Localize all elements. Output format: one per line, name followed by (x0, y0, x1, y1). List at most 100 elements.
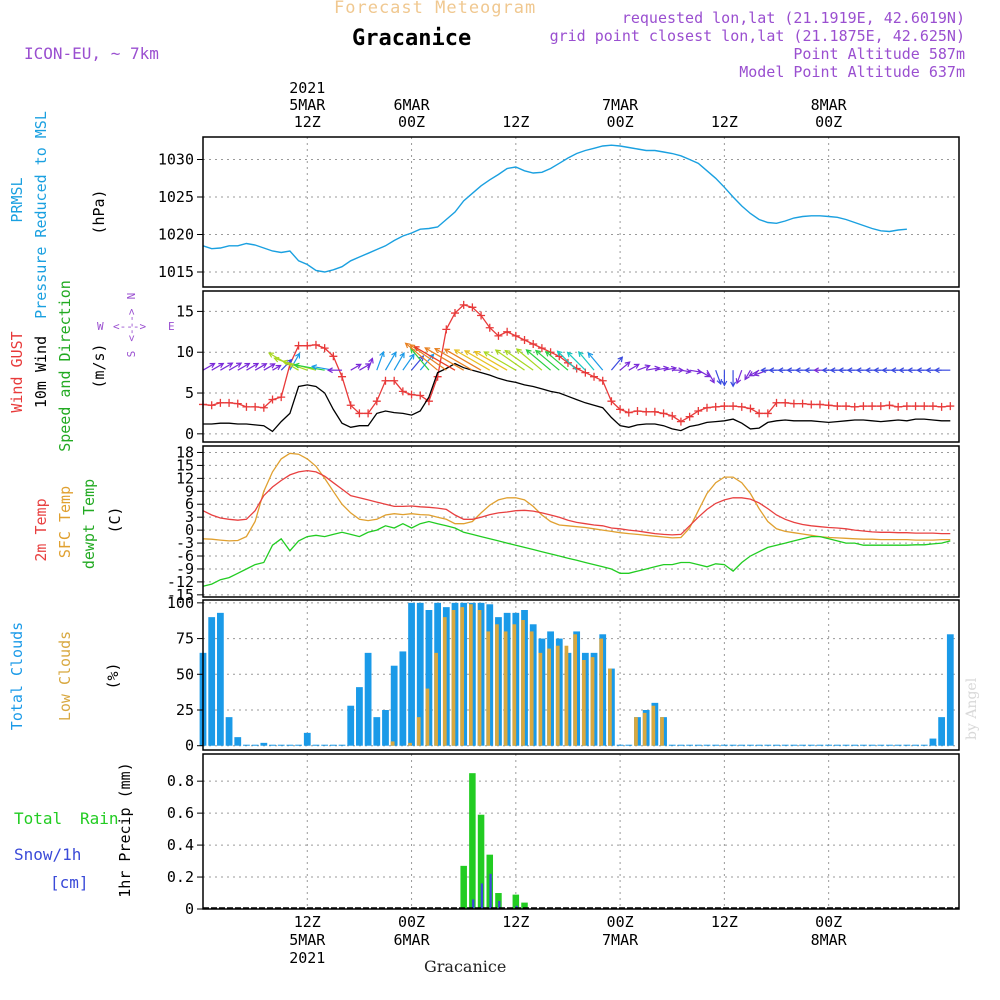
wind-gust-marker (477, 311, 486, 320)
y-tick-label: 0 (185, 425, 194, 443)
model-altitude: Model Point Altitude 637m (739, 63, 965, 81)
wind-arrow-head (716, 379, 723, 386)
wind-arrow-head (617, 356, 624, 363)
wind-arrow-shaft (414, 346, 456, 371)
time-label-bottom: 8MAR (811, 931, 848, 949)
wind-arrow-head (268, 352, 275, 358)
wind-arrow-shaft (454, 349, 491, 371)
time-label-top: 00Z (815, 113, 842, 131)
low-clouds-bar (503, 631, 508, 746)
y-tick-label: 1015 (158, 263, 194, 281)
wind-arrow-shaft (646, 367, 660, 371)
wind-arrow-head (803, 367, 810, 374)
grid-layer (203, 137, 959, 910)
wind-arrow-head (269, 363, 276, 369)
wind-gust-marker (407, 390, 416, 399)
total-clouds-bar (425, 610, 433, 746)
total-clouds-bar (216, 612, 224, 746)
wind-arrow-head (829, 367, 836, 374)
grid-point: grid point closest lon,lat (21.1875E, 42… (549, 27, 965, 45)
total-clouds-bar (712, 744, 720, 746)
dewpoint-line (202, 520, 951, 587)
wind-gust-marker (416, 391, 425, 400)
y-tick-label: 0.6 (167, 804, 194, 822)
y-tick-label: 15 (176, 456, 194, 474)
total-clouds-bar (668, 744, 676, 746)
total-clouds-bar (920, 744, 928, 746)
wind-arrow-head (846, 367, 853, 374)
wind-gust-marker (633, 406, 642, 415)
low-clouds-bar (486, 631, 491, 746)
low-clouds-bar (477, 610, 482, 746)
time-label-bottom: 00Z (815, 913, 842, 931)
wind-arrow-head (473, 350, 480, 357)
wind-arrow-head (326, 367, 333, 374)
wind-arrow-shaft (350, 363, 362, 371)
wind-arrow-head (813, 367, 819, 374)
wind-arrow-head (624, 361, 631, 368)
wind-arrow-head (753, 370, 760, 377)
wind-arrow-shaft (535, 350, 560, 371)
time-label-top: 00Z (607, 113, 634, 131)
wind-arrow-shaft (557, 350, 578, 371)
total-clouds-bar (790, 744, 798, 746)
wind-gust-marker (685, 412, 694, 421)
snow-unit-label: [cm] (50, 873, 89, 892)
wind-gust-marker (807, 400, 816, 409)
wind-arrow-head (556, 350, 563, 357)
total-clouds-bar (356, 687, 363, 746)
wind-arrow-head (735, 378, 742, 385)
wind-arrow-head (916, 367, 922, 374)
total-clouds-bar (347, 705, 355, 746)
wind-gust-marker (390, 376, 399, 385)
y-tick-label: 0 (185, 737, 194, 755)
y-tick-label: 1030 (158, 151, 194, 169)
wind-arrow-head (227, 362, 234, 368)
total-clouds-bar (747, 744, 754, 746)
wind-gust-marker (364, 409, 373, 418)
total-clouds-bar (686, 744, 694, 746)
low-clouds-bar (538, 652, 543, 746)
low-clouds-bar (521, 620, 525, 746)
wind-arrow-shaft (698, 369, 710, 378)
wind-arrow-head (577, 351, 584, 358)
y-tick-label: -12 (167, 573, 194, 591)
time-label-bottom: 5MAR (289, 931, 326, 949)
wind-arrow-head (534, 349, 541, 356)
wind-arrow-head (494, 349, 501, 355)
pressure-label-title: PRMSL (8, 177, 26, 222)
wind-arrow-head (633, 363, 640, 369)
rain-bar (521, 902, 528, 909)
wind-arrow-head (644, 364, 651, 370)
total-clouds-bar (833, 744, 841, 746)
wind-gust-marker (833, 402, 842, 411)
wind-gust-marker (737, 402, 746, 411)
wind-gust-marker (225, 398, 234, 407)
total-clouds-bar (903, 744, 911, 746)
total-clouds-bar (799, 744, 806, 746)
y-tick-label: 50 (176, 665, 194, 683)
wind-gust-marker (850, 402, 859, 411)
wind-gust-marker (772, 398, 781, 407)
compass-north: N (125, 293, 138, 300)
wind-arrow-shaft (220, 362, 233, 371)
wind-arrow-head (515, 348, 522, 355)
compass-ew-arrow: <---> (113, 320, 146, 333)
wind-arrow-shaft (749, 369, 760, 377)
panel-frame-precip (202, 753, 960, 910)
wind-gust-marker (451, 309, 459, 318)
wind-gust-marker (590, 372, 599, 381)
time-label-bottom: 12Z (711, 913, 738, 931)
wind-gust-marker (485, 323, 494, 332)
low-clouds-bar (564, 645, 569, 746)
wind-arrow-head (310, 364, 318, 371)
wind-gust-marker (207, 401, 216, 410)
wind-arrow-head (587, 352, 594, 359)
wind-gust-marker (624, 408, 633, 417)
wind-gust-marker (355, 409, 364, 418)
wind-arrow-head (273, 356, 280, 363)
low-clouds-bar (573, 634, 577, 746)
low-clouds-bar (390, 741, 395, 746)
wind-speed-line (203, 362, 951, 433)
